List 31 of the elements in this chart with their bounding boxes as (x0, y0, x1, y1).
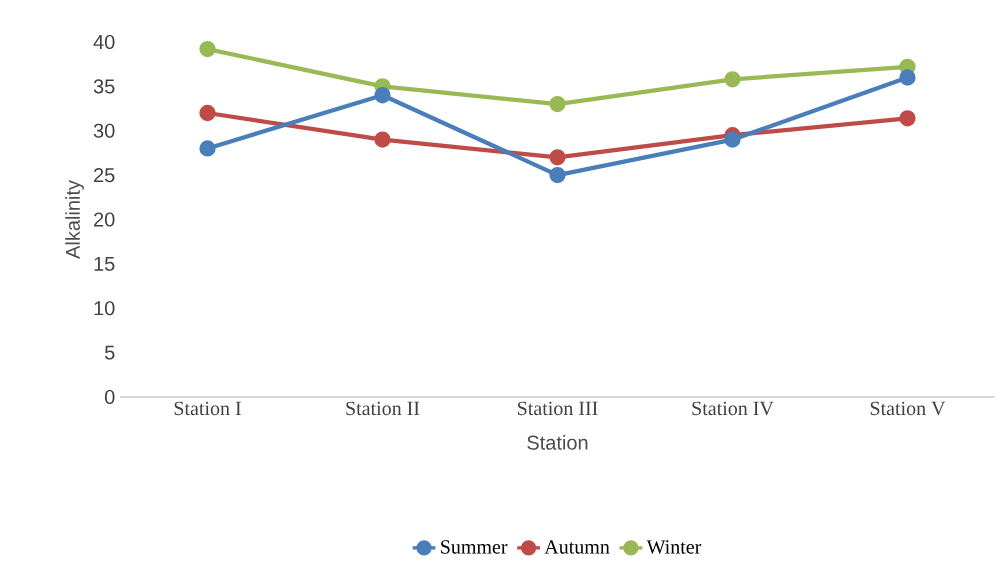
x-tick-label: Station I (174, 401, 241, 416)
point (549, 166, 566, 184)
x-tick-label: Station III (518, 401, 598, 416)
x-tick-label: Station IV (692, 401, 774, 416)
point (899, 69, 916, 86)
point (374, 131, 391, 148)
y-tick-label: 40 (93, 34, 115, 50)
x-tick-label: Station II (346, 401, 420, 416)
legend-label: Autumn (544, 540, 610, 554)
y-tick-label: 10 (94, 301, 115, 316)
y-tick-label: 30 (93, 123, 115, 138)
y-tick-label: 5 (104, 345, 115, 360)
point (724, 131, 741, 148)
y-tick-label: 0 (104, 389, 115, 405)
point (899, 110, 916, 127)
point (199, 140, 216, 157)
point (199, 40, 216, 58)
y-tick-label: 25 (94, 168, 115, 183)
legend-label: Summer (441, 540, 508, 554)
point (374, 87, 391, 104)
y-axis-title: Alkalinity (65, 180, 84, 259)
x-axis-title: Station (527, 435, 588, 450)
point (199, 104, 216, 122)
legend-label: Winter (646, 540, 702, 554)
y-tick-label: 20 (94, 212, 115, 227)
point (549, 149, 566, 166)
y-tick-label: 35 (93, 79, 115, 94)
y-tick-label: 15 (94, 256, 115, 271)
point (549, 95, 566, 113)
x-tick-label: Station V (870, 401, 946, 416)
point (724, 71, 741, 88)
